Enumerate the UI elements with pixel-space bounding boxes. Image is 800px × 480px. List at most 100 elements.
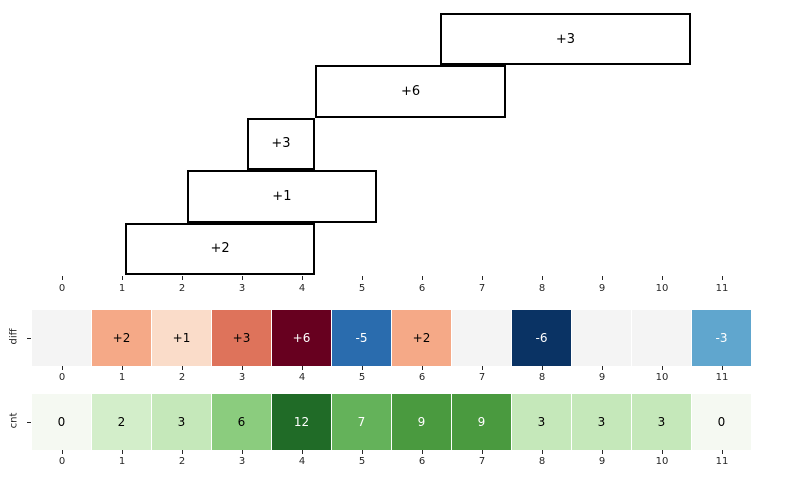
cnt-axis-tick-mark-7 — [482, 450, 483, 454]
cnt-cell-5: 7 — [332, 394, 391, 450]
interval-box-label: +3 — [555, 31, 575, 47]
diff-cell-7 — [452, 310, 511, 366]
top-axis-tick-mark-8 — [542, 276, 543, 280]
cnt-axis-tick-label-5: 5 — [358, 456, 366, 467]
cnt-axis-tick-label-1: 1 — [118, 456, 126, 467]
cnt-cell-6: 9 — [392, 394, 451, 450]
top-axis-tick-label-5: 5 — [358, 283, 366, 294]
diff-axis-tick-mark-2 — [182, 366, 183, 370]
cnt-axis-tick-mark-11 — [722, 450, 723, 454]
diff-axis-tick-label-8: 8 — [538, 372, 546, 383]
diff-cell-3: +3 — [212, 310, 271, 366]
interval-box-label: +1 — [272, 188, 292, 204]
cnt-axis-tick-label-6: 6 — [418, 456, 426, 467]
cnt-axis-tick-mark-3 — [242, 450, 243, 454]
diff-cell-5: -5 — [332, 310, 391, 366]
cnt-axis-tick-label-7: 7 — [478, 456, 486, 467]
diff-axis-tick-mark-9 — [602, 366, 603, 370]
diff-axis-tick-label-6: 6 — [418, 372, 426, 383]
diff-axis-tick-label-2: 2 — [178, 372, 186, 383]
cnt-axis-tick-mark-10 — [662, 450, 663, 454]
diff-axis-tick-mark-10 — [662, 366, 663, 370]
cnt-cell-11: 0 — [692, 394, 751, 450]
top-axis-tick-label-4: 4 — [298, 283, 306, 294]
top-axis-tick-label-0: 0 — [58, 283, 66, 294]
diff-axis-tick-label-10: 10 — [655, 372, 669, 383]
top-axis-tick-label-1: 1 — [118, 283, 126, 294]
top-axis-tick-mark-5 — [362, 276, 363, 280]
cnt-axis-tick-mark-2 — [182, 450, 183, 454]
cnt-axis-tick-label-9: 9 — [598, 456, 606, 467]
top-axis-tick-label-11: 11 — [715, 283, 729, 294]
top-axis-tick-mark-10 — [662, 276, 663, 280]
top-axis-tick-mark-9 — [602, 276, 603, 280]
top-axis-tick-mark-1 — [122, 276, 123, 280]
top-axis-tick-label-7: 7 — [478, 283, 486, 294]
cnt-axis-tick-mark-1 — [122, 450, 123, 454]
cnt-axis-tick-mark-5 — [362, 450, 363, 454]
interval-box-3: +6 — [315, 65, 506, 118]
interval-box-label: +3 — [271, 136, 291, 152]
diff-cell-8: -6 — [512, 310, 571, 366]
top-axis-tick-label-6: 6 — [418, 283, 426, 294]
cnt-y-tick-mark — [27, 422, 31, 423]
cnt-row-label: cnt — [8, 412, 20, 429]
top-axis-tick-label-8: 8 — [538, 283, 546, 294]
top-axis-tick-label-2: 2 — [178, 283, 186, 294]
cnt-axis-tick-label-3: 3 — [238, 456, 246, 467]
diff-axis-tick-mark-1 — [122, 366, 123, 370]
diff-cell-10 — [632, 310, 691, 366]
cnt-axis-tick-label-10: 10 — [655, 456, 669, 467]
diff-axis-tick-mark-5 — [362, 366, 363, 370]
cnt-cell-1: 2 — [92, 394, 151, 450]
interval-box-1: +1 — [186, 170, 377, 223]
cnt-axis-tick-mark-0 — [62, 450, 63, 454]
diff-cell-6: +2 — [392, 310, 451, 366]
diff-axis-tick-mark-11 — [722, 366, 723, 370]
diff-row-label: diff — [8, 328, 20, 345]
diff-axis-tick-label-1: 1 — [118, 372, 126, 383]
cnt-axis-tick-mark-6 — [422, 450, 423, 454]
cnt-cell-4: 12 — [272, 394, 331, 450]
top-axis-tick-label-3: 3 — [238, 283, 246, 294]
diff-axis-tick-label-7: 7 — [478, 372, 486, 383]
diff-axis-tick-label-5: 5 — [358, 372, 366, 383]
cnt-cell-7: 9 — [452, 394, 511, 450]
cnt-axis-tick-label-11: 11 — [715, 456, 729, 467]
cnt-cell-0: 0 — [32, 394, 91, 450]
top-axis-tick-mark-2 — [182, 276, 183, 280]
diff-cell-11: -3 — [692, 310, 751, 366]
cnt-axis-tick-label-0: 0 — [58, 456, 66, 467]
diff-cell-2: +1 — [152, 310, 211, 366]
cnt-cell-9: 3 — [572, 394, 631, 450]
diff-axis-tick-label-4: 4 — [298, 372, 306, 383]
diff-cell-0 — [32, 310, 91, 366]
diff-axis-tick-mark-6 — [422, 366, 423, 370]
cnt-cell-8: 3 — [512, 394, 571, 450]
diff-axis-tick-label-11: 11 — [715, 372, 729, 383]
diff-axis-tick-label-3: 3 — [238, 372, 246, 383]
diff-y-tick-mark — [27, 338, 31, 339]
diff-axis-tick-mark-0 — [62, 366, 63, 370]
diff-cell-1: +2 — [92, 310, 151, 366]
diff-axis-tick-mark-7 — [482, 366, 483, 370]
diff-axis-tick-mark-8 — [542, 366, 543, 370]
interval-box-0: +2 — [125, 222, 316, 275]
top-axis-tick-mark-4 — [302, 276, 303, 280]
cnt-axis-tick-mark-8 — [542, 450, 543, 454]
top-axis-tick-mark-3 — [242, 276, 243, 280]
cnt-axis-tick-mark-9 — [602, 450, 603, 454]
top-axis-tick-mark-11 — [722, 276, 723, 280]
cnt-cell-10: 3 — [632, 394, 691, 450]
diff-cell-4: +6 — [272, 310, 331, 366]
diff-axis-tick-label-9: 9 — [598, 372, 606, 383]
cnt-axis-tick-label-4: 4 — [298, 456, 306, 467]
top-axis-tick-mark-0 — [62, 276, 63, 280]
cnt-axis-tick-mark-4 — [302, 450, 303, 454]
interval-box-2: +3 — [246, 117, 316, 171]
diff-cell-9 — [572, 310, 631, 366]
top-axis-tick-label-9: 9 — [598, 283, 606, 294]
cnt-cell-3: 6 — [212, 394, 271, 450]
cnt-cell-2: 3 — [152, 394, 211, 450]
